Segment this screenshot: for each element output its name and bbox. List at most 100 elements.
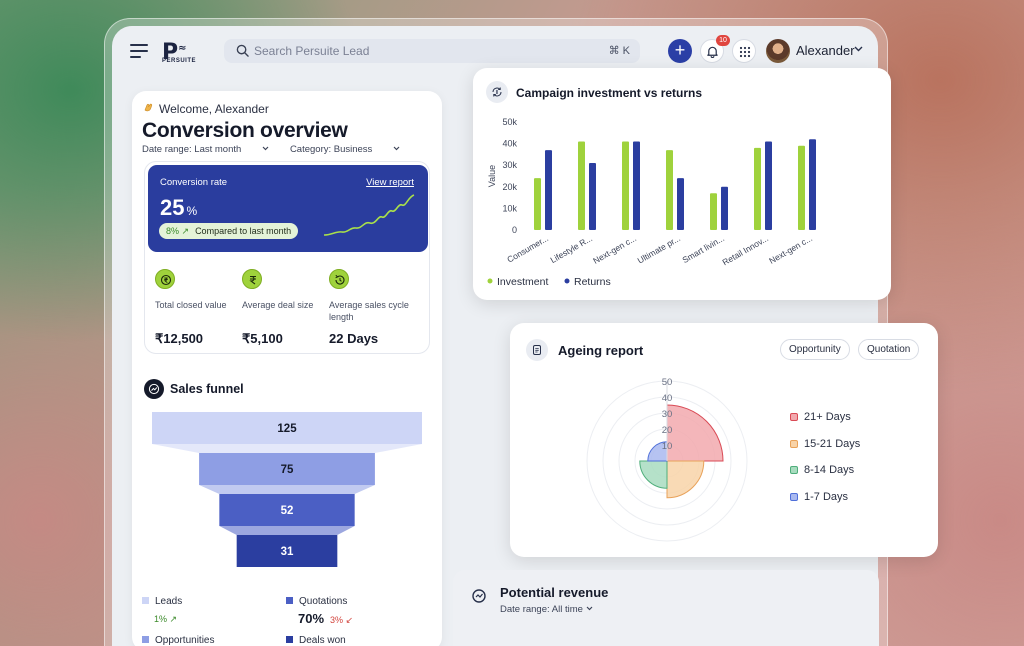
funnel-stage-bar[interactable] bbox=[219, 494, 355, 526]
legend-swatch bbox=[142, 636, 149, 643]
polar-segment[interactable] bbox=[639, 460, 668, 489]
bar-returns[interactable] bbox=[677, 178, 684, 230]
search-input[interactable] bbox=[254, 42, 594, 60]
bar-investment[interactable] bbox=[578, 141, 585, 230]
bar-returns[interactable] bbox=[809, 139, 816, 230]
apps-grid-icon bbox=[739, 46, 751, 58]
notification-badge: 10 bbox=[716, 35, 730, 46]
search-bar[interactable]: ⌘ K bbox=[224, 39, 640, 63]
polar-segment[interactable] bbox=[666, 460, 705, 499]
y-tick-label: 30k bbox=[502, 160, 517, 170]
funnel-legend-quotations: Quotations bbox=[286, 596, 347, 607]
legend-swatch bbox=[286, 597, 293, 604]
page-title: Conversion overview bbox=[142, 119, 348, 142]
notifications-button[interactable]: 10 bbox=[700, 35, 730, 63]
legend-label: Leads bbox=[155, 596, 183, 607]
bar-investment[interactable] bbox=[622, 141, 629, 230]
top-bar: P≈ PERSUITE ⌘ K + 10 bbox=[112, 26, 878, 76]
legend-label: 15-21 Days bbox=[804, 437, 861, 450]
chip-opportunity[interactable]: Opportunity bbox=[780, 339, 850, 360]
conversion-change-note: Compared to last month bbox=[195, 226, 292, 236]
bar-investment[interactable] bbox=[666, 150, 673, 230]
kpi-label: Average sales cycle length bbox=[329, 300, 409, 322]
legend-label: Returns bbox=[574, 276, 611, 288]
bar-returns[interactable] bbox=[765, 141, 772, 230]
bar-investment[interactable] bbox=[798, 145, 805, 230]
user-avatar[interactable] bbox=[766, 39, 790, 63]
x-tick-label: Lifestyle R... bbox=[548, 233, 594, 265]
conversion-rate-value: 25% bbox=[160, 195, 198, 220]
x-tick-label: Ultimate pr... bbox=[636, 233, 682, 266]
bar-returns[interactable] bbox=[589, 163, 596, 230]
x-tick-label: Consumer... bbox=[505, 233, 550, 265]
bar-returns[interactable] bbox=[633, 141, 640, 230]
funnel-stage-connector bbox=[199, 485, 375, 494]
bar-investment[interactable] bbox=[754, 147, 761, 230]
date-range-filter[interactable]: Date range: Last month bbox=[142, 144, 269, 155]
conversion-rate-label: Conversion rate bbox=[160, 177, 228, 188]
category-filter[interactable]: Category: Business bbox=[290, 144, 400, 155]
kpi-average-sales-cycle: Average sales cycle length 22 Days bbox=[329, 269, 415, 346]
legend-label: Investment bbox=[497, 276, 548, 288]
chevron-down-icon bbox=[262, 146, 269, 151]
add-button[interactable]: + bbox=[668, 39, 692, 63]
funnel-stage-label: 75 bbox=[281, 464, 294, 476]
hamburger-menu-icon[interactable] bbox=[130, 44, 148, 58]
ageing-legend-item: 21+ Days bbox=[790, 411, 851, 423]
funnel-chart-icon bbox=[144, 379, 164, 399]
x-tick-label: Next-gen c... bbox=[767, 233, 814, 266]
x-tick-label: Retail Innov... bbox=[721, 233, 770, 267]
document-icon bbox=[526, 339, 548, 361]
rupee-coin-icon bbox=[155, 269, 175, 289]
bar-returns[interactable] bbox=[721, 186, 728, 230]
campaign-investment-card: Campaign investment vs returns 0 10k 20k 30… bbox=[473, 68, 891, 300]
refresh-dollar-icon bbox=[486, 81, 508, 103]
legend-label: Quotations bbox=[299, 596, 348, 607]
y-tick-label: 20k bbox=[502, 182, 517, 192]
funnel-stage-connector bbox=[219, 526, 355, 535]
funnel-legend-leads: Leads bbox=[142, 596, 182, 607]
funnel-stage-bar[interactable] bbox=[236, 535, 338, 567]
search-icon bbox=[236, 44, 249, 57]
kpi-value: 22 Days bbox=[329, 331, 379, 346]
polar-tick-label: 50 bbox=[662, 377, 673, 388]
funnel-legend-quotations-value: 70% bbox=[298, 611, 325, 626]
welcome-text: Welcome, Alexander bbox=[159, 102, 269, 116]
potential-revenue-card: Potential revenue Date range: All time bbox=[453, 570, 879, 646]
chip-quotation[interactable]: Quotation bbox=[858, 339, 920, 360]
kpi-value: ₹12,500 bbox=[155, 331, 204, 346]
x-tick-label: Next-gen c... bbox=[591, 233, 638, 266]
x-tick-label: Smart livin... bbox=[680, 233, 726, 265]
revenue-date-filter[interactable]: Date range: All time bbox=[500, 604, 593, 615]
conversion-rate-card: Conversion rate View report 25% 8% ↗ Comp… bbox=[148, 165, 428, 252]
legend-swatch bbox=[790, 492, 798, 501]
legend-label: Deals won bbox=[299, 635, 346, 646]
campaign-chart-title: Campaign investment vs returns bbox=[516, 86, 703, 100]
polar-segment[interactable] bbox=[647, 441, 668, 462]
legend-swatch bbox=[790, 439, 798, 448]
chevron-down-icon[interactable] bbox=[854, 46, 863, 52]
funnel-stage-label: 125 bbox=[277, 423, 297, 435]
legend-marker bbox=[487, 278, 493, 284]
apps-grid-button[interactable] bbox=[732, 39, 756, 63]
ageing-legend-item: 8-14 Days bbox=[790, 464, 854, 476]
view-report-link[interactable]: View report bbox=[366, 177, 414, 188]
funnel-legend-leads-change: 1% ↗ bbox=[154, 614, 178, 624]
overview-filters: Date range: Last month Category: Busines… bbox=[142, 144, 418, 155]
legend-swatch bbox=[286, 636, 293, 643]
kpi-average-deal-size: Average deal size ₹5,100 bbox=[242, 269, 328, 347]
bar-returns[interactable] bbox=[545, 150, 552, 230]
polar-segment[interactable] bbox=[666, 404, 724, 462]
funnel-stage-bar[interactable] bbox=[199, 453, 375, 485]
conversion-sparkline bbox=[323, 194, 415, 236]
legend-swatch bbox=[790, 466, 798, 474]
app-logo[interactable]: P≈ PERSUITE bbox=[162, 38, 202, 65]
ageing-report-card: Ageing report Opportunity Quotation 10 20… bbox=[510, 323, 938, 557]
legend-label: 8-14 Days bbox=[804, 464, 855, 476]
logo-text: PERSUITE bbox=[162, 58, 197, 64]
funnel-stage-bar[interactable] bbox=[152, 412, 422, 444]
user-name[interactable]: Alexander bbox=[796, 43, 855, 58]
conversion-change: 8% ↗ bbox=[166, 226, 190, 236]
bar-investment[interactable] bbox=[534, 178, 541, 230]
bar-investment[interactable] bbox=[710, 193, 717, 230]
